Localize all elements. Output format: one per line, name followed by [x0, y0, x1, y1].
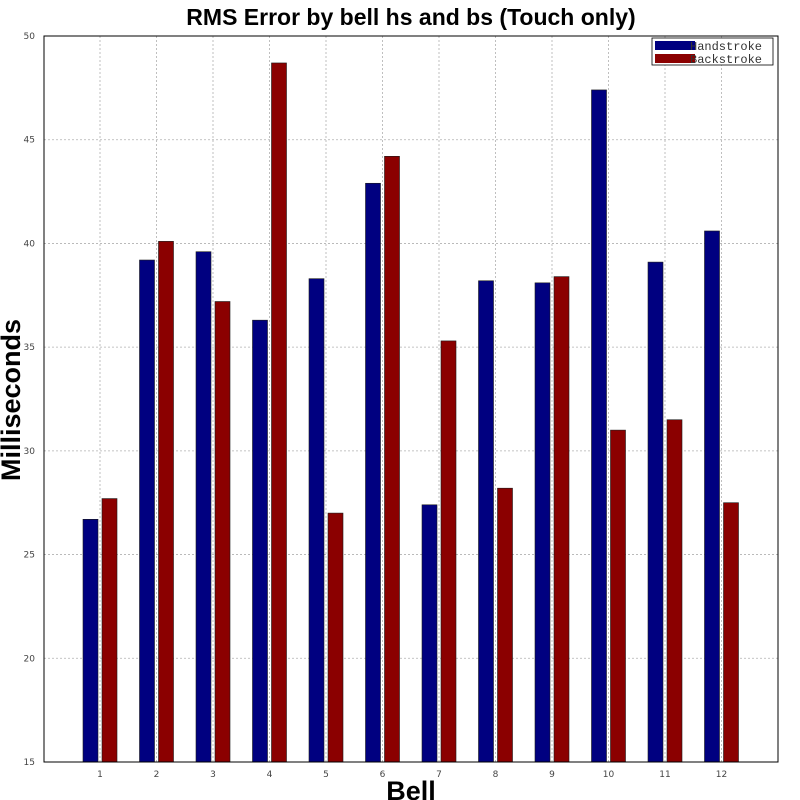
grid: [44, 36, 778, 762]
bar-handstroke-11: [647, 261, 664, 763]
bar-handstroke-7: [421, 504, 438, 763]
x-tick-label: 11: [659, 770, 670, 780]
y-tick-label: 25: [24, 551, 35, 561]
x-tick-label: 8: [493, 770, 499, 780]
legend: Handstroke Backstroke: [651, 37, 774, 67]
bar-handstroke-4: [252, 319, 268, 763]
bar-backstroke-11: [666, 419, 683, 763]
y-axis-label: Milliseconds: [0, 319, 26, 481]
x-tick-label: 7: [436, 770, 442, 780]
x-tick-label: 12: [716, 770, 727, 780]
bar-handstroke-10: [591, 89, 607, 763]
bar-backstroke-3: [214, 301, 231, 763]
x-tick-label: 5: [323, 770, 329, 780]
y-tick-label: 15: [24, 758, 35, 768]
bar-backstroke-4: [271, 62, 287, 763]
y-tick-label: 45: [24, 136, 35, 146]
y-tick-label: 30: [24, 447, 36, 457]
bar-handstroke-6: [365, 182, 381, 763]
legend-label-backstroke: Backstroke: [690, 53, 762, 67]
bar-handstroke-12: [704, 230, 720, 763]
x-tick-label: 10: [603, 770, 615, 780]
bar-handstroke-3: [195, 251, 212, 763]
bars: [82, 62, 739, 763]
chart-title: RMS Error by bell hs and bs (Touch only): [186, 4, 635, 30]
bar-handstroke-2: [139, 259, 155, 763]
bar-backstroke-5: [327, 512, 344, 763]
bar-handstroke-1: [82, 519, 99, 763]
bar-handstroke-8: [478, 280, 494, 763]
bar-backstroke-9: [553, 276, 570, 763]
bar-backstroke-8: [497, 487, 513, 763]
bar-backstroke-12: [723, 502, 739, 763]
bar-handstroke-9: [534, 282, 551, 763]
bar-backstroke-10: [610, 429, 626, 763]
legend-swatch-backstroke: [655, 54, 695, 63]
bar-backstroke-7: [440, 340, 457, 763]
x-tick-label: 4: [267, 770, 273, 780]
x-axis-label: Bell: [386, 776, 436, 800]
y-tick-label: 20: [24, 654, 36, 664]
bar-handstroke-5: [308, 278, 325, 763]
x-tick-label: 3: [210, 770, 216, 780]
y-tick-label: 40: [24, 239, 36, 249]
y-tick-label: 35: [24, 343, 35, 353]
bar-backstroke-2: [158, 241, 174, 763]
x-tick-label: 2: [154, 770, 160, 780]
legend-swatch-handstroke: [655, 41, 695, 50]
x-tick-label: 1: [97, 770, 103, 780]
bar-backstroke-6: [384, 156, 400, 763]
bar-backstroke-1: [101, 498, 118, 763]
x-tick-label: 9: [549, 770, 555, 780]
y-tick-label: 50: [24, 32, 36, 42]
plot-frame: [43, 35, 779, 763]
x-tick-label: 6: [380, 770, 386, 780]
legend-label-handstroke: Handstroke: [690, 40, 762, 54]
